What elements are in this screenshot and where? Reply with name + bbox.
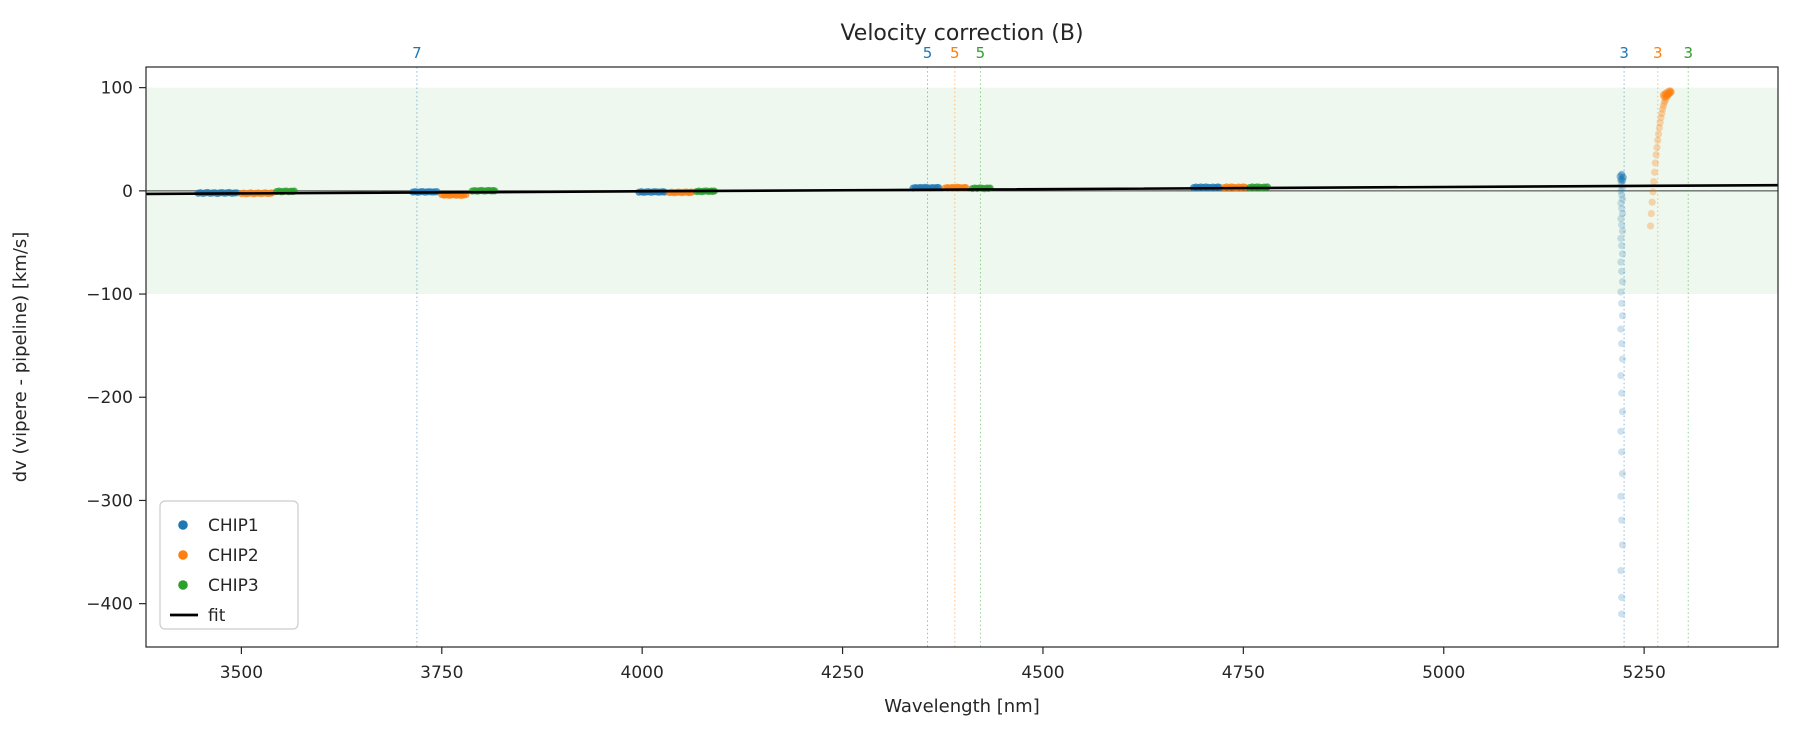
order-count-label: 7 bbox=[412, 44, 422, 62]
x-tick-label: 3500 bbox=[220, 663, 263, 683]
order-count-label: 5 bbox=[950, 44, 960, 62]
y-axis-label: dv (vipere - pipeline) [km/s] bbox=[10, 232, 31, 483]
legend-label: fit bbox=[208, 606, 226, 626]
order-count-label: 5 bbox=[923, 44, 933, 62]
y-tick-label: 0 bbox=[122, 182, 133, 202]
y-axis-ticks: 100 0 −100 −200 −300 −400 bbox=[86, 79, 146, 615]
x-tick-label: 5000 bbox=[1422, 663, 1465, 683]
legend-label: CHIP2 bbox=[208, 546, 259, 566]
order-count-label: 5 bbox=[976, 44, 986, 62]
x-tick-label: 4250 bbox=[821, 663, 864, 683]
y-tick-label: −200 bbox=[86, 388, 133, 408]
x-tick-label: 3750 bbox=[420, 663, 463, 683]
x-tick-label: 5250 bbox=[1623, 663, 1666, 683]
y-tick-label: 100 bbox=[101, 79, 133, 99]
x-axis-ticks: 3500 3750 4000 4250 4500 4750 5000 5250 bbox=[220, 647, 1666, 683]
y-tick-label: −300 bbox=[86, 491, 133, 511]
order-count-label: 3 bbox=[1683, 44, 1693, 62]
legend-label: CHIP1 bbox=[208, 516, 259, 536]
legend-label: CHIP3 bbox=[208, 576, 259, 596]
y-tick-label: −100 bbox=[86, 285, 133, 305]
x-axis-label: Wavelength [nm] bbox=[884, 696, 1040, 717]
legend-marker-chip2 bbox=[178, 550, 188, 560]
fit-line bbox=[145, 183, 1779, 196]
x-tick-label: 4500 bbox=[1021, 663, 1064, 683]
legend-marker-chip1 bbox=[178, 520, 188, 530]
chart-title: Velocity correction (B) bbox=[840, 21, 1083, 46]
legend-box bbox=[159, 500, 299, 630]
legend: CHIP1 CHIP2 CHIP3 fit bbox=[159, 500, 299, 630]
x-tick-label: 4000 bbox=[621, 663, 664, 683]
y-tick-label: −400 bbox=[86, 595, 133, 615]
legend-marker-chip3 bbox=[178, 580, 188, 590]
x-tick-label: 4750 bbox=[1222, 663, 1265, 683]
order-count-label: 3 bbox=[1653, 44, 1663, 62]
order-count-label: 3 bbox=[1619, 44, 1629, 62]
plot-border bbox=[145, 66, 1779, 648]
